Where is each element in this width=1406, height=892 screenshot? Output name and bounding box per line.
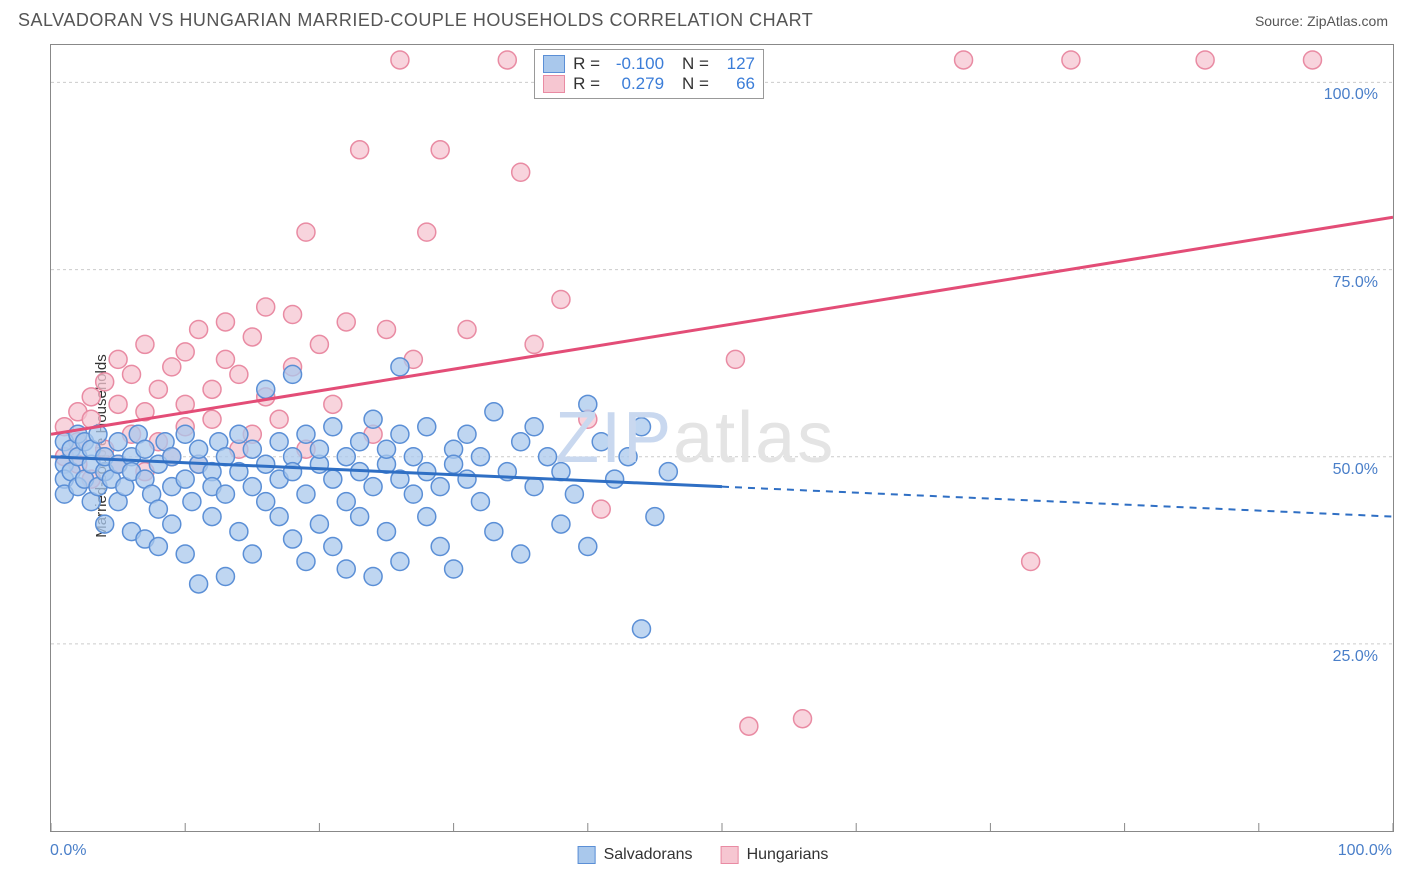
r-value: 0.279	[608, 74, 664, 94]
r-label: R =	[573, 54, 600, 74]
x-tick-label: 0.0%	[50, 842, 86, 860]
x-tick-label: 100.0%	[1338, 842, 1392, 860]
r-value: -0.100	[608, 54, 664, 74]
legend-item: Salvadorans	[578, 846, 693, 864]
legend-swatch-icon	[543, 75, 565, 93]
y-tick-label: 25.0%	[1333, 648, 1378, 666]
r-label: R =	[573, 74, 600, 94]
legend-swatch-icon	[543, 55, 565, 73]
chart-title: SALVADORAN VS HUNGARIAN MARRIED-COUPLE H…	[18, 10, 813, 31]
chart-area: ZIPatlas R = -0.100 N = 127 R = 0.279 N …	[50, 44, 1394, 832]
correlation-stats-box: R = -0.100 N = 127 R = 0.279 N = 66	[534, 49, 764, 99]
n-value: 127	[717, 54, 755, 74]
n-value: 66	[717, 74, 755, 94]
y-tick-label: 100.0%	[1324, 86, 1378, 104]
stats-row: R = -0.100 N = 127	[543, 54, 755, 74]
legend-swatch-icon	[721, 846, 739, 864]
legend-swatch-icon	[578, 846, 596, 864]
legend-label: Hungarians	[747, 846, 829, 864]
y-tick-label: 75.0%	[1333, 274, 1378, 292]
y-tick-label: 50.0%	[1333, 461, 1378, 479]
x-axis-legend: Salvadorans Hungarians	[578, 846, 829, 864]
stats-row: R = 0.279 N = 66	[543, 74, 755, 94]
scatter-plot	[51, 45, 1393, 831]
source-label: Source: ZipAtlas.com	[1255, 13, 1388, 29]
legend-label: Salvadorans	[604, 846, 693, 864]
n-label: N =	[682, 54, 709, 74]
n-label: N =	[682, 74, 709, 94]
legend-item: Hungarians	[721, 846, 829, 864]
